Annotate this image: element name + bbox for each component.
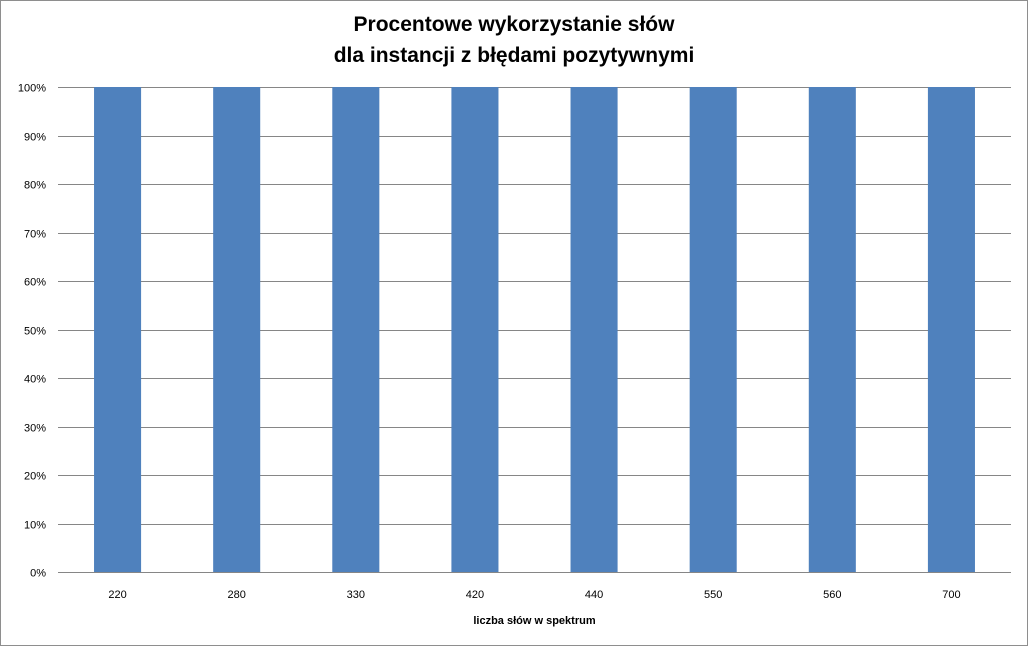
bar-560	[808, 87, 856, 572]
y-tick-label: 60%	[24, 277, 46, 289]
y-tick-label: 0%	[30, 568, 46, 580]
x-axis-label: liczba słów w spektrum	[473, 615, 595, 627]
bar-330	[332, 87, 380, 572]
y-tick-label: 90%	[24, 132, 46, 144]
bar-280	[213, 87, 261, 572]
bar-420	[451, 87, 499, 572]
x-tick-label: 330	[347, 589, 365, 601]
x-tick-label: 700	[942, 589, 960, 601]
y-tick-label: 80%	[24, 180, 46, 192]
y-tick-label: 20%	[24, 471, 46, 483]
bar-220	[94, 87, 142, 572]
x-tick-label: 220	[108, 589, 126, 601]
bar-440	[570, 87, 618, 572]
y-tick-label: 50%	[24, 326, 46, 338]
gridlines	[58, 87, 1011, 573]
x-tick-label: 560	[823, 589, 841, 601]
x-tick-label: 280	[228, 589, 246, 601]
bar-550	[689, 87, 737, 572]
y-tick-label: 100%	[18, 83, 46, 95]
y-tick-label: 70%	[24, 229, 46, 241]
x-tick-label: 550	[704, 589, 722, 601]
bar-700	[927, 87, 975, 572]
y-tick-label: 10%	[24, 520, 46, 532]
y-tick-label: 30%	[24, 423, 46, 435]
x-axis-ticks: 220 280 330 420 440 550 560 700	[108, 589, 960, 601]
x-tick-label: 420	[466, 589, 484, 601]
y-axis-ticks: 0% 10% 20% 30% 40% 50% 60% 70% 80% 90% 100%	[18, 83, 46, 580]
bars	[94, 87, 975, 572]
chart-title-line-1: Procentowe wykorzystanie słów	[353, 13, 675, 36]
chart-title-line-2: dla instancji z błędami pozytywnymi	[333, 44, 695, 67]
y-tick-label: 40%	[24, 374, 46, 386]
x-tick-label: 440	[585, 589, 603, 601]
